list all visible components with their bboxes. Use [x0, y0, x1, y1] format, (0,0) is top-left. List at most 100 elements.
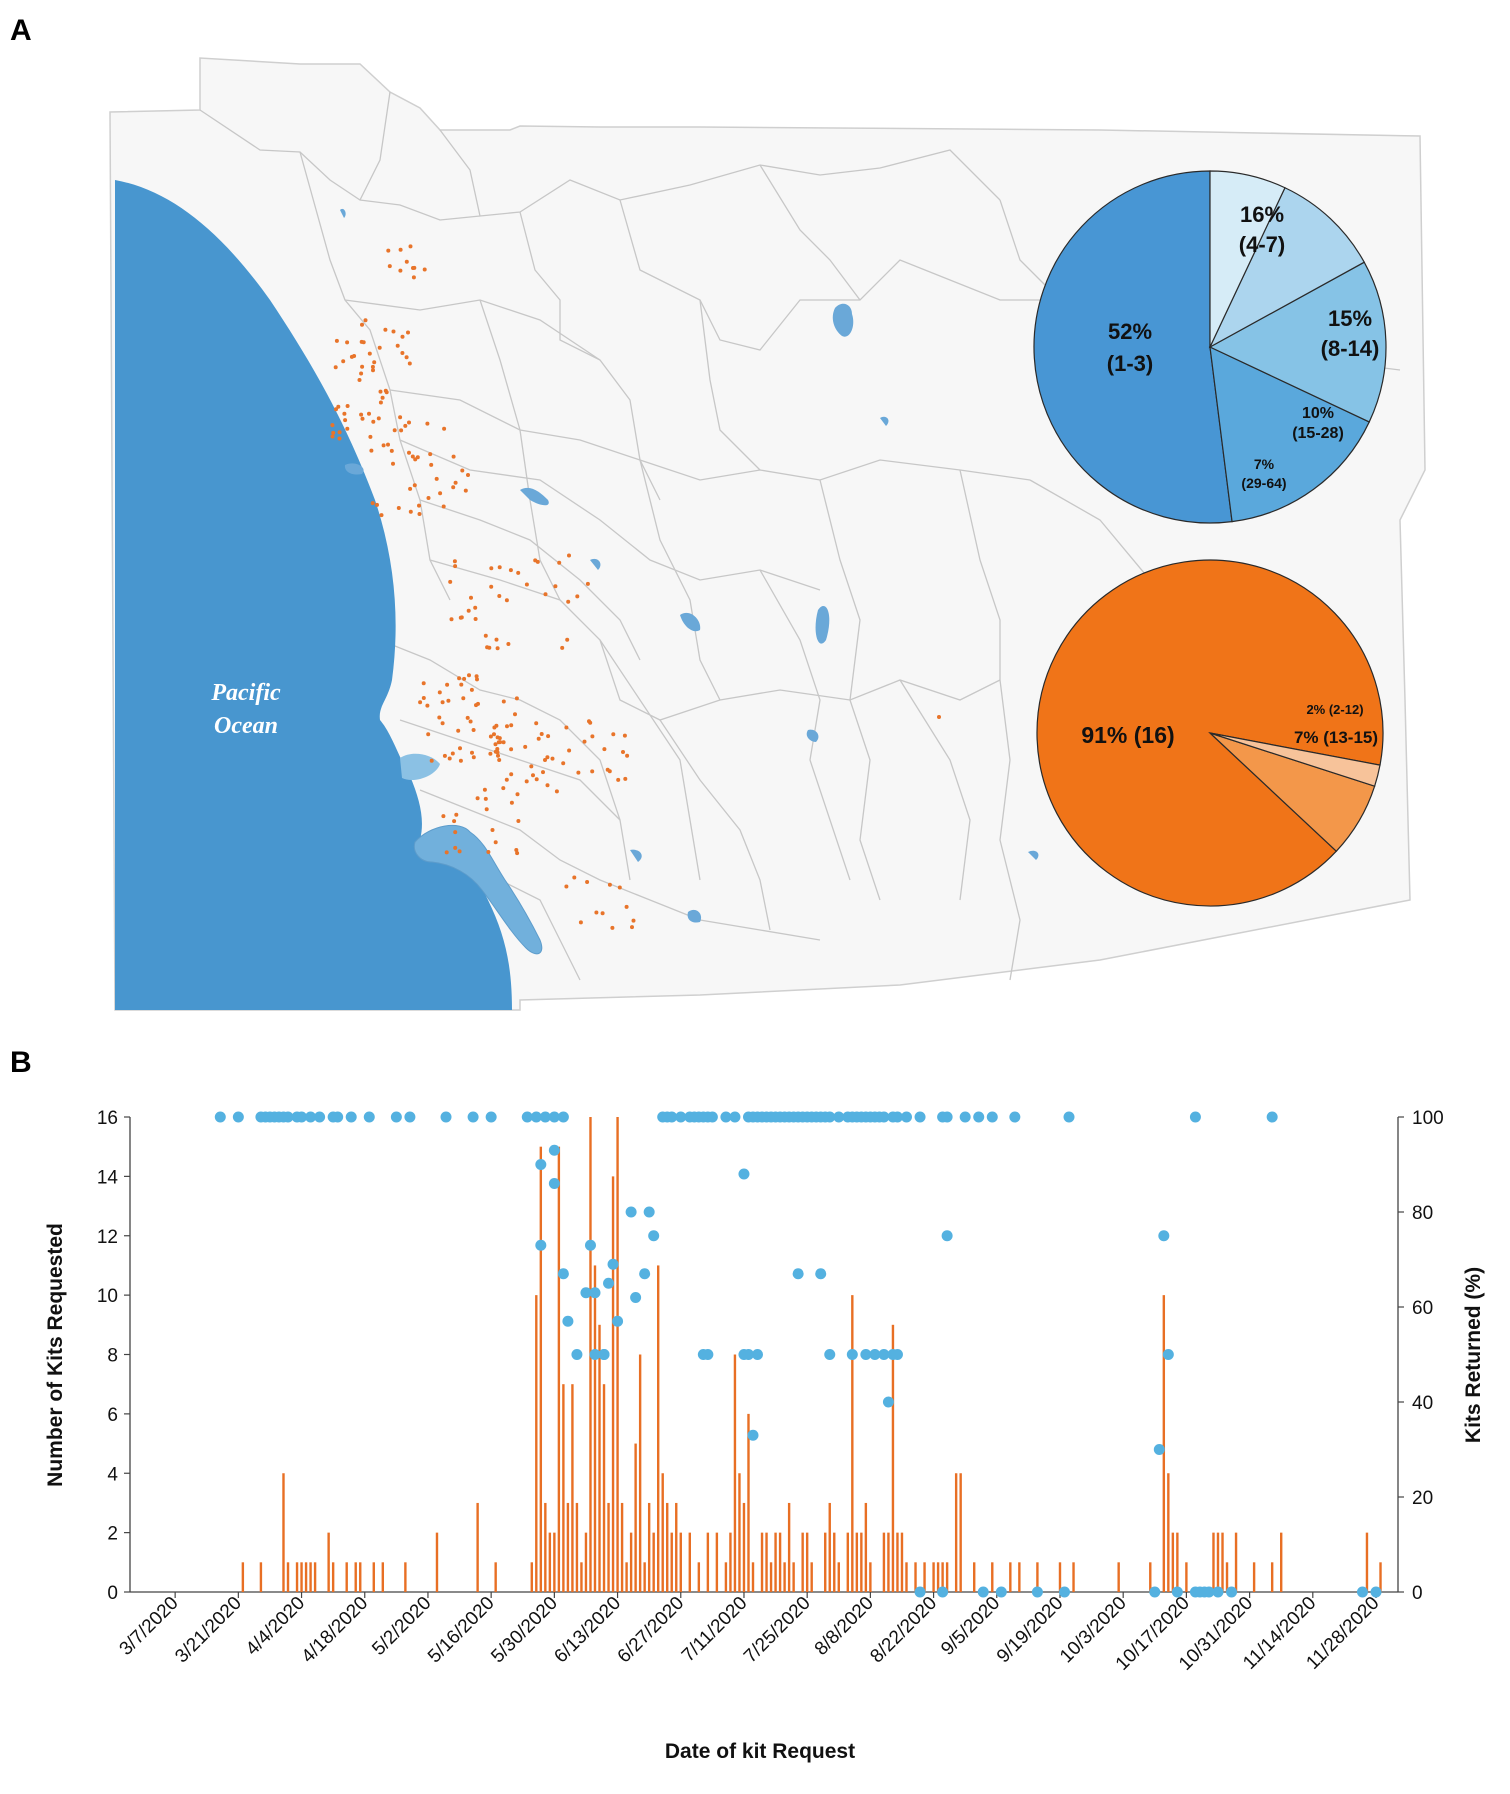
bar [936, 1562, 940, 1592]
bar [1379, 1562, 1382, 1592]
request-location-dot [470, 750, 474, 755]
bar [584, 1532, 588, 1593]
point [539, 1111, 551, 1123]
request-location-dot [426, 496, 431, 500]
pie-slice-label: 7% [1254, 456, 1275, 472]
bar [571, 1384, 574, 1592]
point [467, 1111, 479, 1123]
bar [1149, 1562, 1152, 1592]
request-location-dot [486, 850, 491, 854]
bar [810, 1562, 813, 1592]
bar [1225, 1562, 1229, 1592]
point [914, 1111, 926, 1123]
request-location-dot [441, 814, 446, 819]
bar [805, 1532, 809, 1593]
bar [932, 1562, 935, 1592]
point [1153, 1444, 1165, 1455]
point [1063, 1111, 1075, 1123]
bar [914, 1562, 917, 1592]
request-location-dot [442, 426, 447, 431]
bar [575, 1502, 579, 1592]
request-location-dot [441, 504, 446, 509]
bar [1162, 1295, 1166, 1593]
request-location-dot [545, 783, 550, 788]
request-location-dot [387, 264, 392, 269]
request-location-dot [453, 845, 458, 850]
request-location-dot [345, 404, 350, 408]
point [530, 1111, 542, 1123]
request-location-dot [391, 461, 395, 466]
x-tick-label: 5/30/2020 [487, 1593, 562, 1668]
bar [313, 1562, 317, 1592]
request-location-dot [381, 443, 386, 448]
point [729, 1111, 741, 1123]
request-location-dot [337, 430, 342, 435]
request-location-dot [345, 426, 350, 431]
y2-tick-label: 80 [1412, 1203, 1433, 1224]
request-location-dot [524, 582, 529, 587]
request-location-dot [493, 840, 498, 845]
request-location-dot [545, 755, 550, 760]
request-location-dot [493, 742, 498, 747]
request-location-dot [554, 789, 559, 794]
request-location-dot [372, 360, 377, 365]
point [282, 1111, 294, 1123]
request-location-dot [543, 758, 547, 762]
point [314, 1111, 326, 1123]
bar [666, 1502, 669, 1592]
request-location-dot [631, 918, 636, 923]
request-location-dot [408, 509, 413, 514]
bar [945, 1562, 949, 1592]
request-location-dot [483, 633, 488, 638]
request-location-dot [514, 848, 519, 852]
request-location-dot [541, 770, 545, 775]
panel-a-label: A [10, 14, 32, 47]
request-location-dot [421, 681, 426, 686]
point [639, 1268, 651, 1280]
point [878, 1111, 890, 1123]
request-location-dot [375, 502, 379, 507]
bar [598, 1324, 601, 1592]
request-location-dot [468, 719, 473, 724]
request-location-dot [561, 761, 566, 766]
request-location-dot [330, 423, 335, 428]
x-tick-label: 6/27/2020 [614, 1593, 689, 1668]
y2-tick-label: 20 [1412, 1488, 1433, 1509]
request-location-dot [509, 747, 514, 752]
point [1149, 1586, 1161, 1598]
request-location-dot [395, 343, 400, 348]
request-location-dot [359, 371, 364, 376]
request-location-dot [564, 725, 569, 730]
bar [1365, 1532, 1369, 1593]
request-location-dot [378, 389, 383, 394]
request-location-dot [471, 728, 476, 732]
request-location-dot [630, 925, 634, 930]
request-location-dot [371, 419, 376, 424]
request-location-dot [617, 885, 622, 890]
point [440, 1111, 452, 1123]
pie-slice-label: 7% (13-15) [1294, 728, 1378, 747]
request-location-dot [550, 756, 555, 761]
bar [697, 1562, 701, 1592]
y-tick-label: 10 [97, 1286, 118, 1307]
point [404, 1111, 416, 1123]
request-location-dot [460, 468, 465, 473]
y-axis-title: Number of Kits Requested [44, 1223, 67, 1487]
ocean-label-line1: Pacific [210, 680, 281, 706]
point [1203, 1586, 1215, 1598]
request-location-dot [437, 715, 442, 720]
request-location-dot [396, 506, 401, 510]
request-location-dot [497, 565, 502, 570]
point [1266, 1111, 1278, 1123]
point [296, 1111, 308, 1123]
request-location-dot [425, 703, 430, 708]
bar [309, 1562, 312, 1592]
request-location-dot [458, 746, 462, 751]
request-location-dot [505, 724, 509, 729]
bar [833, 1532, 836, 1593]
request-location-dot [539, 732, 544, 736]
point [643, 1206, 655, 1218]
point [648, 1230, 660, 1242]
y2-tick-label: 60 [1412, 1298, 1433, 1319]
bar [941, 1562, 944, 1592]
